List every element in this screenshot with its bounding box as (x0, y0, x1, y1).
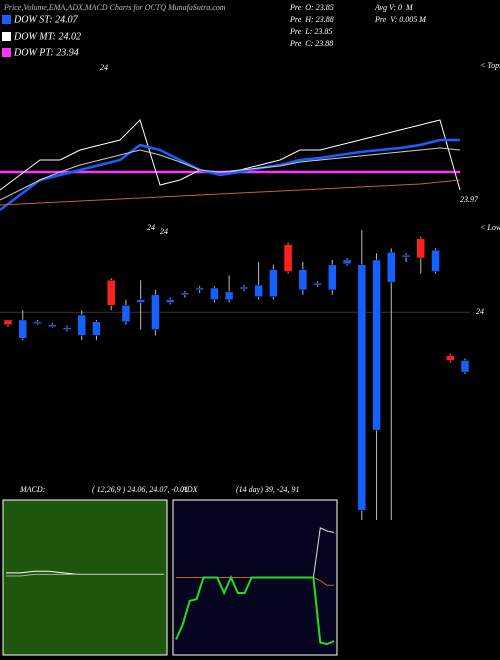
candle-body (283, 244, 293, 272)
candle-body (254, 284, 263, 297)
panel-subtitle: (14 day) 39, -24, 91 (236, 485, 300, 494)
candle-body (313, 282, 322, 286)
candle-body (224, 291, 234, 300)
candle-body (372, 259, 381, 431)
candle-body (446, 355, 455, 361)
legend-swatch (2, 32, 11, 41)
annotation: < Tops (480, 61, 500, 70)
annotation: 23.97 (460, 195, 479, 204)
series-line (0, 147, 461, 201)
candle-body (269, 269, 278, 297)
candle-body (328, 264, 337, 291)
candle-body (92, 321, 101, 336)
candle-body (3, 319, 13, 325)
candle-body (460, 360, 470, 373)
candle-body (62, 327, 72, 330)
candle-body (18, 319, 27, 339)
series-line (6, 573, 164, 577)
candle-body (416, 238, 426, 259)
candle-body (47, 324, 57, 327)
candle-body (136, 299, 145, 303)
panel-title: MACD: (19, 485, 46, 494)
candle-body (387, 251, 396, 283)
stat: Pre H: 23.88 (289, 15, 334, 24)
stat: Pre V: 0.005 M (374, 15, 427, 24)
stat: Avg V: 0 M (374, 3, 414, 12)
candle-body (239, 286, 249, 290)
candle-body (342, 259, 352, 265)
candle-body (106, 280, 116, 306)
candle-body (180, 292, 190, 296)
candle-body (165, 299, 175, 303)
candle-body (121, 305, 131, 323)
legend-swatch (2, 15, 11, 24)
stat: Pre C: 23.88 (289, 39, 333, 48)
annotation: 24 (147, 223, 155, 232)
legend-label: DOW MT: 24.02 (13, 31, 81, 42)
candle-body (77, 314, 86, 336)
candle-body (431, 250, 440, 272)
candle-body (298, 269, 308, 291)
legend-label: DOW ST: 24.07 (13, 14, 79, 25)
stat: Pre O: 23.85 (289, 3, 334, 12)
stat: Pre L: 23.85 (289, 27, 332, 36)
series-line (175, 575, 335, 646)
candle-body (210, 287, 219, 300)
candle-body (33, 321, 42, 325)
legend-swatch (2, 48, 11, 57)
panel (2, 499, 168, 656)
annotation: 24 (100, 63, 108, 72)
candle-body (401, 254, 411, 258)
series-line (0, 138, 460, 211)
annotation: < Lows (480, 223, 500, 232)
candle-body (357, 264, 367, 511)
candle-body (195, 287, 204, 291)
page-title: Price,Volume,EMA,ADX,MACD Charts for OCT… (3, 3, 226, 12)
y-tick-label: 24 (476, 307, 484, 316)
annotation: 24 (160, 227, 168, 236)
series-line (0, 179, 461, 206)
candle-body (151, 294, 160, 330)
panel-title: ADX (181, 485, 199, 494)
panel-subtitle: ( 12,26,9 ) 24.06, 24.07, -0.01 (92, 485, 188, 494)
legend-label: DOW PT: 23.94 (13, 47, 79, 58)
